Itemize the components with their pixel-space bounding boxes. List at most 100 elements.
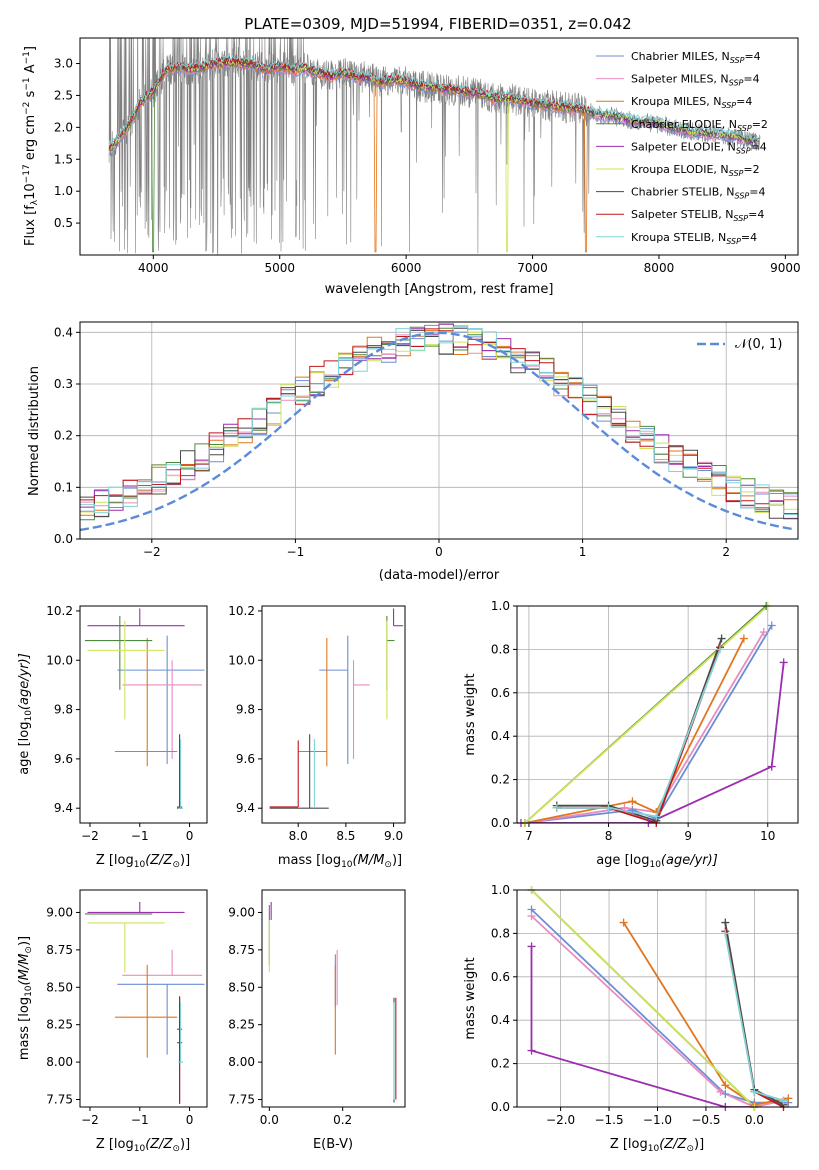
age_vs_mass-ytick-label: 9.6 [236,752,255,766]
weight_vs_age-series-line [524,606,769,823]
age-mass-xlabel-part: )] [392,853,402,868]
age_vs_Z-point [122,660,203,759]
weight_vs_Z-marker [619,918,628,927]
age_vs_Z-point [117,635,205,764]
spectrum-ytick-label: 2.5 [54,88,73,102]
legend-text-part: =4 [749,186,765,199]
weight_vs_age-ytick-label: 0.6 [491,686,510,700]
legend-text-part: SSP [721,101,736,110]
weight_vs_age-marker [620,803,629,812]
weight_vs_Z-marker [527,912,536,921]
mass_vs_ebv-ytick-label: 8.00 [228,1055,255,1069]
weight_vs_Z-xlabel-part: ⊙ [686,1144,694,1154]
spectrum-xtick-label: 6000 [391,261,422,275]
weight_vs_age-xtick-label: 8 [605,829,613,843]
spectrum-xtick-label: 9000 [770,261,801,275]
age-Z-xlabel: Z [log10(Z/Z⊙)] [96,853,190,870]
age-Z-ylabel-part: 10 [24,710,34,722]
weight_vs_age-ytick-label: 0.4 [491,729,510,743]
spectrum-axes-frame [79,37,799,256]
spectrum-model-line-5 [108,57,760,253]
age_vs_mass-point [393,608,404,627]
spectrum-ylabel-part: A [23,64,38,77]
weight_vs_Z-ytick-label: 0.4 [491,1013,510,1027]
spectrum-legend-entry: Salpeter STELIB, NSSP=4 [631,208,764,223]
mass-Z-ylabel-part: 10 [24,985,34,997]
weight_vs_Z-marker [784,1094,793,1103]
age-Z-xlabel-part: )] [180,853,190,868]
gaussian-curve [80,331,796,532]
mass_vs_Z-ytick-label: 9.00 [46,905,73,919]
weight_vs_Z-plot-area [517,890,798,1107]
age_vs_Z-point [114,638,178,767]
legend-text-part: Chabrier MILES, N [631,50,730,63]
legend-text-part: Chabrier ELODIE, N [631,118,737,131]
age_vs_mass-ytick-label: 10.2 [228,604,255,618]
spectrum-ylabel-part: ] [23,46,38,51]
weight_vs_Z-ytick-label: 0.0 [491,1100,510,1114]
mass_vs_Z-point [122,949,203,976]
legend-text-part: SSP [736,146,751,155]
legend-text-part: Salpeter MILES, N [631,73,729,86]
mass_vs_Z-xtick-label: −2 [81,1113,99,1127]
spectrum-ylabel-part: erg cm [23,115,38,164]
spectrum-ylabel-part: s [23,90,38,101]
weight_vs_age-xtick-label: 10 [760,829,775,843]
mass_vs_Z-plot-area [84,901,205,1105]
weight_vs_age-marker [628,805,637,814]
weight_vs_age-xtick-label: 9 [684,829,692,843]
age_vs_Z-point [178,739,184,809]
spectrum-xlabel: wavelength [Angstrom, rest frame] [325,282,554,297]
age_vs_mass-plot-area [269,608,404,809]
weight_vs_age-series-line [521,662,785,823]
mass_vs_ebv-ytick-label: 9.00 [228,905,255,919]
mass-Z-ylabel-part: (M/M [17,954,32,986]
weight_vs_age-xlabel-part: 10 [649,860,661,870]
mass_vs_Z-axes-frame [79,889,208,1108]
mass_vs_ebv-axes-frame [261,889,406,1108]
age_vs_Z-xtick-label: −2 [81,829,99,843]
legend-text-part: SSP [730,56,745,65]
legend-text-part: Salpeter STELIB, N [631,208,733,221]
legend-text-part: Kroupa STELIB, N [631,231,726,244]
legend-text-part: =4 [751,140,767,153]
age-mass-xlabel-part: (M/M [353,853,385,868]
spectrum-ytick-label: 0.5 [54,216,73,230]
legend-text-part: =4 [741,231,757,244]
spectrum-ylabel-part: 10 [23,183,38,200]
age_vs_mass-xtick-label: 9.0 [384,829,403,843]
residuals-ytick-label: 0.1 [54,480,73,494]
spectrum-ytick-label: 2.0 [54,120,73,134]
age_vs_mass-point [269,740,299,808]
residuals-ytick-label: 0.0 [54,532,73,546]
spectrum-legend-entry: Kroupa MILES, NSSP=4 [631,95,752,110]
residuals-xtick-label: 0 [435,545,443,559]
spectrum-ylabel-part: λ [30,199,40,205]
spectrum-ytick-label: 1.0 [54,184,73,198]
residuals-ytick-label: 0.2 [54,429,73,443]
mass-Z-xlabel-part: )] [180,1137,190,1152]
spectrum-legend-entry: Chabrier STELIB, NSSP=4 [631,186,765,201]
weight_vs_age-marker [767,621,776,630]
weight_vs_age-xlabel: age [log10(age/yr)] [596,853,718,870]
age-Z-xlabel-part: Z [log [96,853,134,868]
weight_vs_Z-marker [721,929,730,938]
weight_vs_Z-marker [779,1096,788,1105]
mass_vs_Z-point [87,901,185,913]
weight_vs_Z-xlabel-part: )] [694,1137,704,1152]
age_vs_Z-plot-area [84,608,205,809]
figure-title: PLATE=0309, MJD=51994, FIBERID=0351, z=0… [244,15,631,33]
legend-text-part: Salpeter ELODIE, N [631,140,736,153]
weight_vs_Z-ytick-label: 1.0 [491,883,510,897]
weight_vs_age-marker [717,634,726,643]
legend-text-part: =4 [743,73,759,86]
spectrum-ylabel-part: −17 [22,164,32,183]
age_vs_Z-xtick-label: −1 [131,829,149,843]
spectrum-ylabel-part: Flux [f [23,205,38,246]
age-mass-xlabel-part: mass [log [278,853,341,868]
weight_vs_Z-xtick-label: −1.5 [594,1113,623,1127]
weight_vs_age-marker [715,645,724,654]
residuals-plot-area [80,322,798,539]
weight_vs_Z-marker [721,1081,730,1090]
